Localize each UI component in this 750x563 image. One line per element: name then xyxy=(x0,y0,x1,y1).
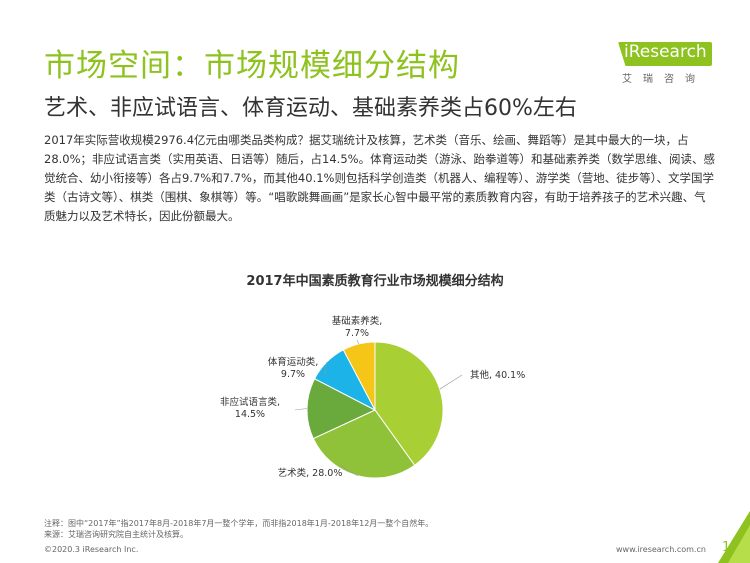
iresearch-logo: iResearch 艾瑞咨询 xyxy=(618,40,714,86)
page-subtitle: 艺术、非应试语言、体育运动、基础素养类占60%左右 xyxy=(44,96,577,121)
logo-badge xyxy=(618,42,712,66)
slice-label: 其他, 40.1% xyxy=(470,369,525,381)
slice-label: 基础素养类, 7.7% xyxy=(332,315,383,339)
leader-line xyxy=(356,339,359,345)
leader-line xyxy=(294,408,308,411)
leader-line xyxy=(339,464,358,477)
chart-note: 注释：图中“2017年”指2017年8月-2018年7月一整个学年，而非指201… xyxy=(44,519,434,528)
slice-label: 艺术类, 28.0% xyxy=(278,467,343,479)
pie-slice xyxy=(374,341,444,466)
page-title: 市场空间：市场规模细分结构 xyxy=(44,48,460,84)
slice-label: 体育运动类, 9.7% xyxy=(268,356,319,380)
leader-line xyxy=(439,374,463,390)
logo-cn-text: 艾瑞咨询 xyxy=(622,74,706,85)
body-paragraph: 2017年实际营收规模2976.4亿元由哪类品类构成？据艾瑞统计及核算，艺术类（… xyxy=(44,133,716,223)
corner-decoration xyxy=(718,511,750,563)
leader-line xyxy=(324,362,328,376)
website-link[interactable]: www.iresearch.com.cn xyxy=(616,545,706,554)
pie-slice xyxy=(342,341,376,411)
slice-label: 非应试语言类, 14.5% xyxy=(220,396,280,420)
copyright: ©2020.3 iResearch Inc. xyxy=(44,545,139,554)
logo-brand: iResearch xyxy=(624,42,707,62)
chart-title: 2017年中国素质教育行业市场规模细分结构 xyxy=(246,274,504,289)
chart-source: 来源：艾瑞咨询研究院自主统计及核算。 xyxy=(44,530,188,539)
pie-slice xyxy=(306,378,377,440)
